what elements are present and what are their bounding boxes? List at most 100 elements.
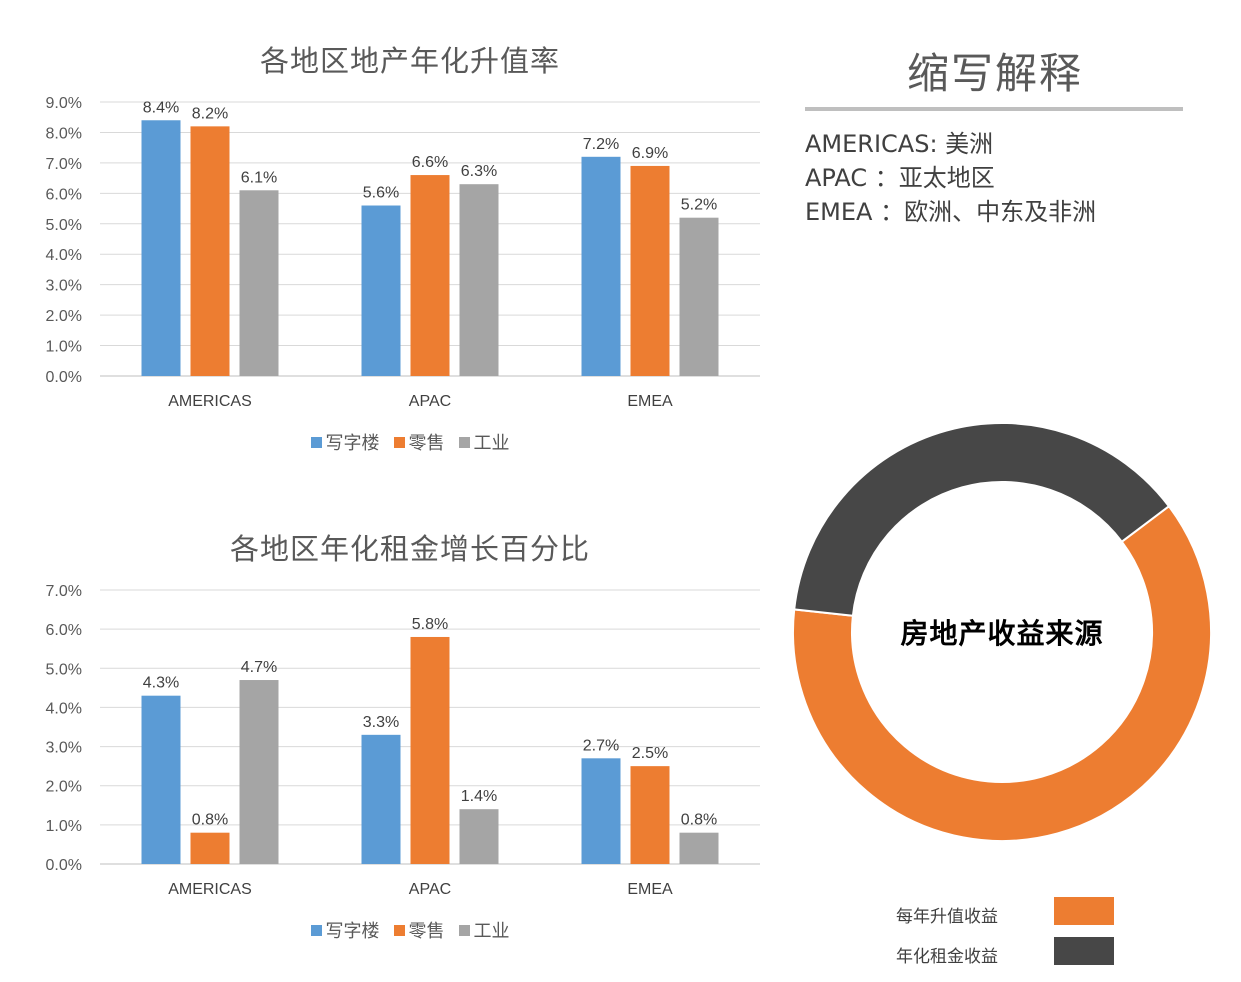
appreciation-chart-title: 各地区地产年化升值率	[259, 44, 560, 78]
bar-industrial-emea	[679, 217, 719, 376]
y-tick-label: 2.0%	[46, 779, 82, 796]
y-tick-label: 9.0%	[46, 95, 82, 112]
legend-swatch-retail	[393, 924, 405, 936]
y-tick-label: 0.0%	[46, 857, 82, 874]
legend-swatch-retail	[393, 436, 405, 448]
legend-label-retail: 零售	[408, 921, 445, 942]
data-label: 7.2%	[583, 136, 619, 153]
bar-industrial-emea	[679, 832, 719, 864]
x-tick-label: AMERICAS	[168, 881, 252, 898]
income-source-donut: 房地产收益来源	[790, 420, 1214, 844]
bar-office-emea	[581, 758, 621, 864]
donut-legend-swatch-rental	[1054, 937, 1114, 965]
legend-item-industrial: 工业	[458, 429, 510, 455]
donut-legend-item-appreciation: 每年升值收益	[896, 895, 1126, 935]
legend-swatch-industrial	[458, 924, 470, 936]
bar-industrial-americas	[239, 190, 279, 376]
abbreviation-americas: AMERICAS: 美洲	[805, 130, 994, 158]
legend-item-office: 写字楼	[310, 429, 380, 455]
legend-swatch-office	[310, 924, 322, 936]
legend-label-industrial: 工业	[473, 921, 510, 942]
abbreviations-title: 缩写解释	[906, 49, 1083, 98]
data-label: 6.9%	[632, 145, 668, 162]
data-label: 4.7%	[241, 659, 277, 676]
donut-legend-item-rental: 年化租金收益	[896, 935, 1126, 975]
y-tick-label: 1.0%	[46, 339, 82, 356]
bar-retail-apac	[410, 175, 450, 376]
y-tick-label: 2.0%	[46, 308, 82, 325]
legend-label-office: 写字楼	[325, 433, 380, 454]
legend-swatch-industrial	[458, 436, 470, 448]
x-tick-label: AMERICAS	[168, 393, 252, 410]
bar-industrial-apac	[459, 184, 499, 376]
data-label: 5.6%	[363, 185, 399, 202]
donut-legend-swatch-appreciation	[1054, 897, 1114, 925]
donut-slice-rental	[793, 422, 1171, 617]
bar-office-emea	[581, 156, 621, 376]
x-tick-label: APAC	[409, 393, 451, 410]
y-tick-label: 8.0%	[46, 125, 82, 142]
bar-industrial-apac	[459, 809, 499, 864]
income-source-donut-plot	[792, 422, 1212, 842]
rent-growth-chart: 各地区年化租金增长百分比 0.0% 1.0% 2.0% 3.0% 4.0% 5.0% 6.0…	[0, 518, 780, 958]
appreciation-chart-plot: 0.0% 1.0% 2.0% 3.0% 4.0% 5.0% 6.0% 7.0% 8.0% 9.0%…	[46, 95, 760, 410]
y-tick-label: 1.0%	[46, 818, 82, 835]
legend-swatch-office	[310, 436, 322, 448]
data-label: 8.4%	[143, 99, 179, 116]
abbreviations-list: AMERICAS: 美洲 APAC ：亚太地区 EMEA ：欧洲、中东及非洲	[805, 127, 1185, 229]
data-label: 0.8%	[192, 812, 228, 829]
legend-label-office: 写字楼	[325, 921, 380, 942]
x-tick-label: APAC	[409, 881, 451, 898]
data-label: 4.3%	[143, 675, 179, 692]
data-label: 2.5%	[632, 745, 668, 762]
y-tick-label: 5.0%	[46, 217, 82, 234]
y-tick-label: 4.0%	[46, 247, 82, 264]
legend-label-retail: 零售	[408, 433, 445, 454]
rent-growth-chart-title: 各地区年化租金增长百分比	[229, 532, 590, 566]
data-label: 5.2%	[681, 197, 717, 214]
y-tick-label: 7.0%	[46, 156, 82, 173]
bar-office-apac	[361, 734, 401, 864]
donut-legend-label-rental: 年化租金收益	[896, 947, 998, 967]
appreciation-chart-legend: 写字楼 零售 工业	[20, 429, 800, 455]
data-label: 5.8%	[412, 616, 448, 633]
bar-retail-apac	[410, 636, 450, 864]
legend-item-retail: 零售	[393, 429, 445, 455]
data-label: 8.2%	[192, 105, 228, 122]
y-tick-label: 3.0%	[46, 278, 82, 295]
data-label: 0.8%	[681, 812, 717, 829]
y-tick-label: 3.0%	[46, 740, 82, 757]
legend-item-industrial: 工业	[458, 917, 510, 943]
x-tick-label: EMEA	[627, 393, 673, 410]
y-tick-label: 7.0%	[46, 583, 82, 600]
bar-retail-americas	[190, 126, 230, 376]
bar-retail-americas	[190, 832, 230, 864]
data-label: 6.3%	[461, 163, 497, 180]
bar-retail-emea	[630, 766, 670, 864]
bar-retail-emea	[630, 165, 670, 376]
x-tick-label: EMEA	[627, 881, 673, 898]
abbreviation-apac: APAC ：亚太地区	[805, 164, 995, 192]
donut-slice-appreciation	[792, 504, 1212, 842]
bar-office-americas	[141, 695, 181, 864]
data-label: 2.7%	[583, 737, 619, 754]
abbreviation-emea: EMEA ：欧洲、中东及非洲	[805, 198, 1097, 226]
legend-item-retail: 零售	[393, 917, 445, 943]
appreciation-chart: 各地区地产年化升值率 0.0% 1.0% 2.0% 3.0% 4.0% 5.0% 6.0% 7…	[0, 30, 780, 470]
data-label: 3.3%	[363, 714, 399, 731]
y-tick-label: 4.0%	[46, 700, 82, 717]
donut-legend: 每年升值收益 年化租金收益	[896, 895, 1126, 975]
y-tick-label: 0.0%	[46, 369, 82, 386]
rent-growth-chart-plot: 0.0% 1.0% 2.0% 3.0% 4.0% 5.0% 6.0% 7.0% 4.3% 0.8%…	[46, 583, 760, 898]
rent-growth-chart-legend: 写字楼 零售 工业	[20, 917, 800, 943]
bar-industrial-americas	[239, 680, 279, 864]
abbreviations-divider	[805, 107, 1183, 111]
y-tick-label: 5.0%	[46, 661, 82, 678]
y-tick-label: 6.0%	[46, 186, 82, 203]
bar-office-apac	[361, 205, 401, 376]
donut-center-label: 房地产收益来源	[900, 617, 1104, 650]
y-tick-label: 6.0%	[46, 622, 82, 639]
abbreviations-panel: 缩写解释 AMERICAS: 美洲 APAC ：亚太地区 EMEA ：欧洲、中东…	[805, 40, 1185, 229]
legend-label-industrial: 工业	[473, 433, 510, 454]
bar-office-americas	[141, 120, 181, 377]
